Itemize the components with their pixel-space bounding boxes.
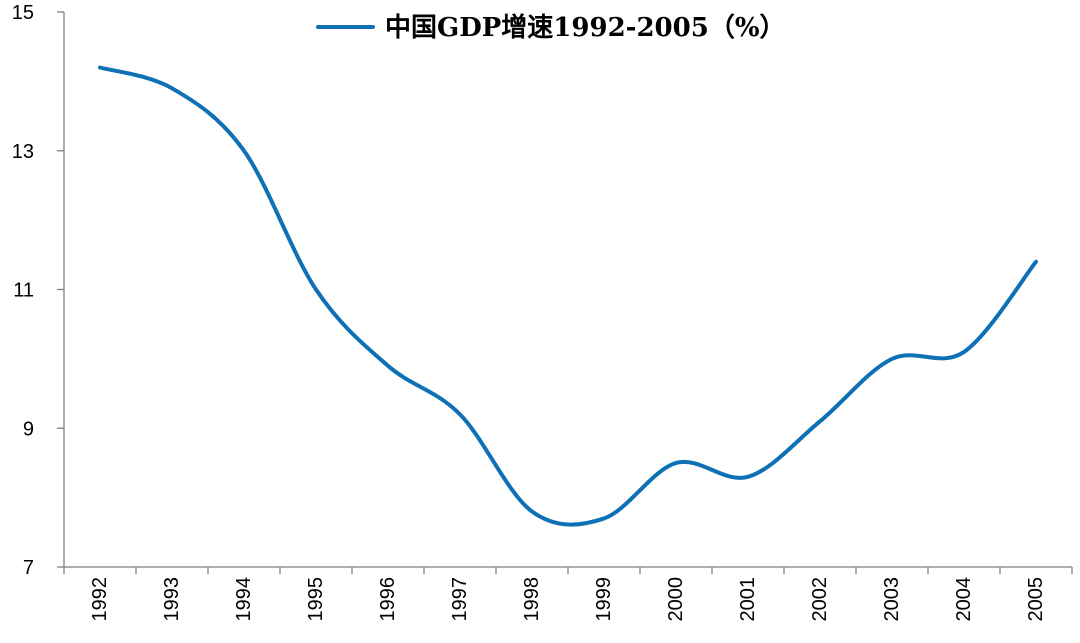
y-axis: 7 9 11 13 15 (12, 2, 65, 579)
data-point (458, 412, 462, 416)
x-tick-label: 2003 (881, 577, 903, 622)
x-tick-label: 2005 (1025, 577, 1047, 622)
data-point (746, 475, 750, 479)
data-point (314, 288, 318, 292)
data-point (530, 510, 534, 514)
x-tick-label: 2000 (665, 577, 687, 622)
x-tick-label: 1998 (521, 577, 543, 622)
x-tick-label: 2002 (809, 577, 831, 622)
data-point (170, 86, 174, 90)
series-line (98, 65, 1038, 527)
x-tick-label: 1996 (377, 577, 399, 622)
y-tick-label: 11 (13, 280, 34, 302)
data-point (602, 516, 606, 520)
data-point (818, 419, 822, 423)
data-point (890, 357, 894, 361)
x-tick-label: 1994 (233, 577, 255, 622)
x-tick-label: 1999 (593, 577, 615, 622)
data-point (962, 350, 966, 354)
x-tick-label: 1997 (449, 577, 471, 622)
data-point (242, 149, 246, 153)
data-point (674, 461, 678, 465)
series-group (98, 65, 1038, 527)
x-tick-label: 1992 (89, 577, 111, 622)
x-axis: 1992 1993 1994 1995 1996 1997 1998 1999 2000 2001… (63, 566, 1073, 622)
y-tick-label: 9 (23, 418, 34, 440)
y-tick-label: 7 (23, 557, 34, 579)
x-tick-label: 2001 (737, 577, 759, 622)
y-tick-label: 13 (12, 141, 34, 163)
legend-label: 中国GDP增速1992-2005（%） (385, 12, 786, 43)
data-point (98, 66, 102, 70)
y-tick-label: 15 (12, 2, 34, 24)
x-tick-label: 2004 (953, 577, 975, 622)
data-point (386, 364, 390, 368)
x-tick-label: 1993 (161, 577, 183, 622)
legend: 中国GDP增速1992-2005（%） (316, 12, 786, 43)
x-tick-label: 1995 (305, 577, 327, 622)
data-point (1034, 260, 1038, 264)
